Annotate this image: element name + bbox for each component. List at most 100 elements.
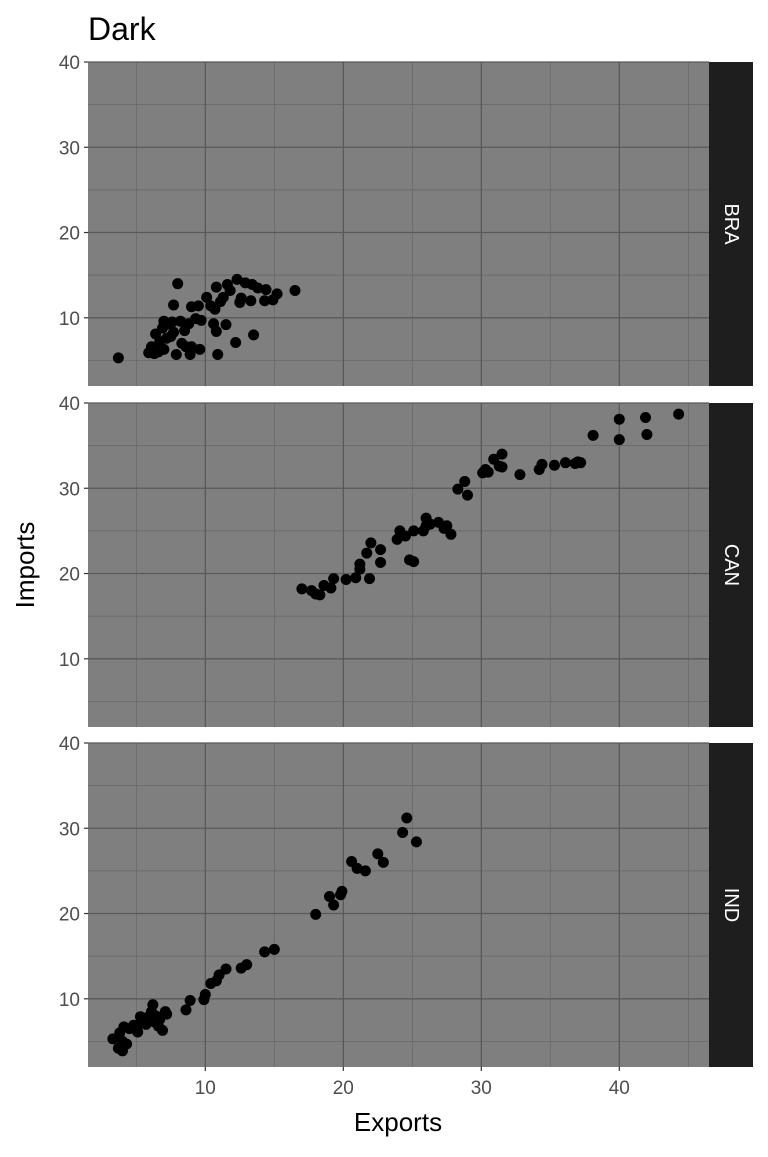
facet-panel-ind: 10 20 30 40 IND — [59, 734, 753, 1067]
data-point — [482, 466, 494, 478]
data-point — [168, 299, 180, 311]
facets: 10 20 30 40 BRA 10 20 30 40 CAN 10 20 30 40 IND 10 20 30 4… — [59, 53, 753, 1099]
y-tick-label: 30 — [59, 138, 80, 159]
data-point — [391, 533, 403, 545]
data-point — [172, 278, 184, 290]
data-point — [230, 337, 242, 349]
data-point — [147, 999, 159, 1011]
data-point — [161, 1008, 173, 1020]
data-point — [220, 319, 232, 331]
facet-panel-bra: 10 20 30 40 BRA — [59, 53, 753, 386]
data-point — [209, 303, 221, 315]
x-tick-label: 30 — [471, 1078, 492, 1099]
y-tick-label: 10 — [59, 309, 80, 330]
data-point — [377, 856, 389, 868]
data-point — [217, 291, 229, 303]
data-point — [158, 343, 170, 355]
data-point — [168, 326, 180, 338]
data-point — [641, 429, 653, 441]
y-tick-label: 30 — [59, 479, 80, 500]
data-point — [259, 295, 271, 307]
data-point — [459, 475, 471, 487]
data-point — [241, 959, 253, 971]
data-point — [314, 589, 326, 601]
data-point — [328, 899, 340, 911]
data-point — [271, 288, 283, 300]
data-point — [210, 281, 222, 293]
y-tick-label: 30 — [59, 819, 80, 840]
data-point — [201, 291, 213, 303]
panel-background — [88, 403, 709, 727]
points-can — [296, 408, 685, 601]
data-point — [496, 461, 508, 473]
data-point — [375, 556, 387, 568]
data-point — [170, 348, 182, 360]
data-point — [325, 582, 337, 594]
data-point — [224, 285, 236, 297]
data-point — [496, 448, 508, 460]
data-point — [184, 994, 196, 1006]
data-point — [252, 282, 264, 294]
y-axis-title: Imports — [10, 522, 40, 609]
data-point — [462, 489, 473, 501]
data-point — [192, 300, 204, 312]
data-point — [372, 848, 384, 860]
data-point — [559, 457, 571, 469]
data-point — [361, 547, 373, 559]
data-point — [174, 315, 186, 327]
panel-background — [88, 62, 709, 386]
data-point — [673, 408, 685, 420]
data-point — [445, 528, 457, 540]
data-point — [351, 862, 363, 874]
data-point — [408, 556, 420, 568]
y-tick-label: 20 — [59, 565, 80, 586]
x-tick-label: 40 — [609, 1078, 630, 1099]
data-point — [424, 518, 436, 530]
data-point — [235, 292, 247, 304]
data-point — [310, 908, 322, 920]
strip-label: BRA — [720, 203, 742, 245]
data-point — [195, 314, 207, 326]
data-point — [575, 457, 587, 469]
x-tick-label: 20 — [333, 1078, 354, 1099]
data-point — [248, 329, 260, 341]
strip-background — [709, 62, 753, 386]
data-point — [397, 827, 409, 839]
data-point — [324, 890, 335, 902]
strip-label: IND — [720, 888, 742, 922]
points-ind — [107, 812, 422, 1057]
data-point — [296, 583, 308, 595]
y-tick-label: 10 — [59, 990, 80, 1011]
data-point — [112, 352, 124, 364]
data-point — [268, 943, 280, 955]
data-point — [212, 348, 224, 360]
data-point — [613, 434, 625, 446]
data-point — [259, 946, 271, 958]
panel-background — [88, 743, 709, 1067]
chart-title: Dark — [88, 11, 157, 47]
data-point — [336, 885, 348, 897]
strip-background — [709, 403, 753, 727]
points-bra — [112, 273, 301, 364]
data-point — [199, 989, 211, 1001]
data-point — [375, 544, 387, 556]
data-point — [536, 458, 548, 470]
data-point — [186, 341, 197, 353]
data-point — [613, 413, 625, 425]
x-axis-title: Exports — [354, 1107, 442, 1137]
data-point — [410, 836, 422, 848]
y-tick-label: 10 — [59, 650, 80, 671]
data-point — [354, 558, 366, 570]
data-point — [260, 284, 272, 296]
data-point — [289, 285, 301, 297]
y-tick-label: 20 — [59, 224, 80, 245]
x-axis: 10 20 30 40 — [195, 1067, 630, 1099]
data-point — [365, 537, 377, 549]
data-point — [210, 325, 222, 337]
data-point — [121, 1038, 133, 1050]
data-point — [245, 295, 257, 307]
data-point — [166, 316, 178, 328]
strip-label: CAN — [720, 544, 742, 586]
data-point — [340, 573, 352, 585]
